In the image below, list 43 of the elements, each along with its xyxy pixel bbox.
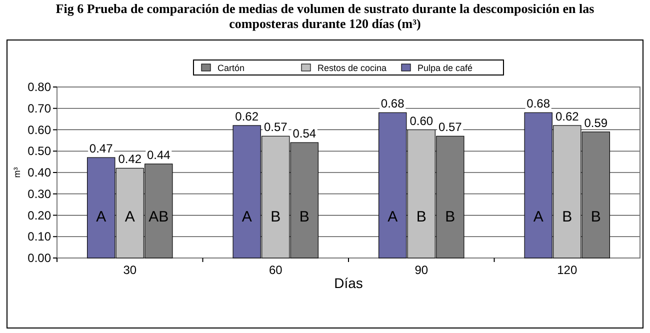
y-tick-label: 0.50 bbox=[28, 144, 52, 158]
annotation: A bbox=[124, 208, 135, 226]
annotation: AB bbox=[148, 208, 169, 226]
data-label: 0.42 bbox=[118, 152, 142, 166]
x-tick-label: 120 bbox=[557, 263, 578, 277]
y-tick-label: 0.30 bbox=[28, 186, 52, 201]
legend-label: Pulpa de café bbox=[418, 63, 473, 73]
annotation: A bbox=[242, 208, 252, 226]
annotation: B bbox=[590, 208, 601, 226]
chart-title: Fig 6 Prueba de comparación de medias de volumen de sustrato durante la descomposición en las composteras durante 120 días (m³) bbox=[56, 1, 594, 31]
y-tick-label: 0.20 bbox=[28, 208, 52, 222]
y-tick-label: 0.10 bbox=[28, 230, 52, 244]
annotation: B bbox=[270, 208, 281, 226]
annotation: A bbox=[533, 208, 544, 226]
y-tick-label: 0.80 bbox=[28, 80, 52, 94]
x-tick-label: 60 bbox=[268, 263, 283, 277]
data-label: 0.62 bbox=[555, 109, 580, 124]
y-tick-label: 0.70 bbox=[28, 101, 52, 116]
data-label: 0.68 bbox=[380, 96, 405, 111]
y-axis-title: m³ bbox=[12, 167, 22, 178]
data-label: 0.62 bbox=[235, 109, 259, 124]
data-label: 0.60 bbox=[410, 114, 434, 128]
data-label: 0.44 bbox=[146, 148, 171, 162]
data-label: 0.54 bbox=[292, 126, 316, 141]
data-label: 0.57 bbox=[264, 120, 288, 134]
x-tick-label: 30 bbox=[123, 263, 137, 277]
y-tick-label: 0.60 bbox=[28, 122, 52, 137]
data-label: 0.68 bbox=[526, 96, 550, 111]
x-axis-title: Días bbox=[334, 275, 363, 291]
data-label: 0.47 bbox=[89, 142, 114, 156]
annotation: B bbox=[445, 208, 456, 226]
annotation: B bbox=[562, 208, 572, 226]
legend-label: Cartón bbox=[218, 63, 245, 73]
annotation: A bbox=[388, 208, 398, 226]
annotation: B bbox=[416, 208, 426, 226]
y-tick-label: 0.00 bbox=[28, 251, 52, 265]
annotation: B bbox=[299, 208, 310, 226]
data-label: 0.59 bbox=[584, 116, 608, 130]
y-tick-label: 0.40 bbox=[28, 166, 52, 180]
data-label: 0.57 bbox=[438, 120, 462, 134]
annotation: A bbox=[96, 208, 106, 226]
legend-label: Restos de cocina bbox=[318, 63, 387, 73]
x-tick-label: 90 bbox=[414, 263, 428, 277]
